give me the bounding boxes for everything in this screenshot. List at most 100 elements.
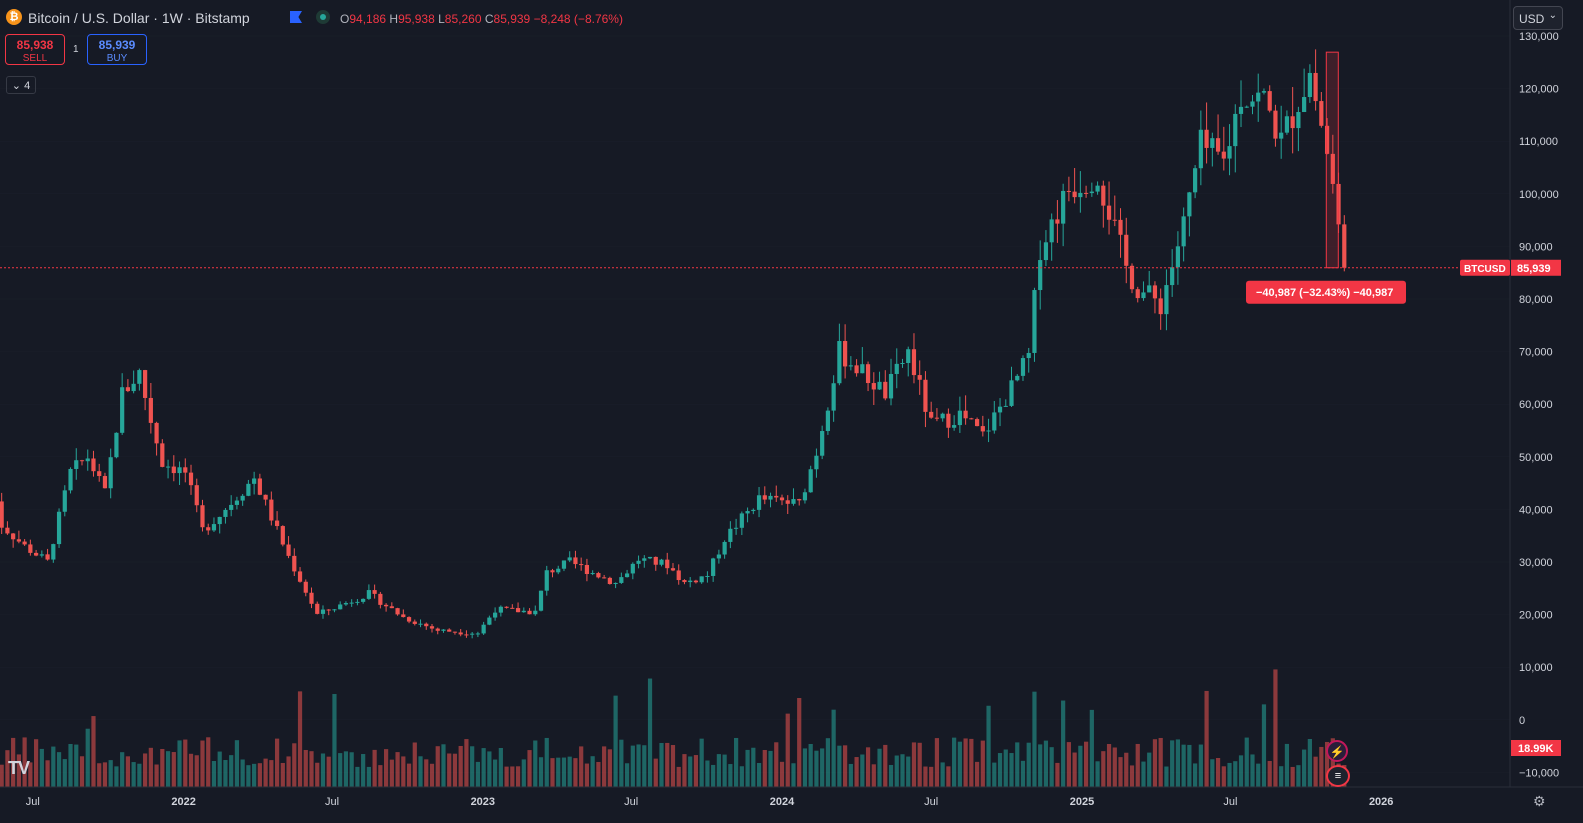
price-axis-bg[interactable] — [1510, 0, 1583, 787]
price-tick-label: 70,000 — [1519, 347, 1553, 359]
price-tick-label: 50,000 — [1519, 452, 1553, 464]
time-axis-bg[interactable] — [0, 787, 1583, 823]
high-label: H — [389, 12, 399, 26]
volume-bar — [797, 697, 802, 787]
change-value: −8,248 (−8.76%) — [533, 12, 623, 26]
volume-bar — [894, 755, 899, 787]
candle-body — [51, 544, 56, 560]
volume-bar — [1256, 763, 1261, 787]
time-axis-labels: Jul 2022 Jul 2023 Jul 2024 Jul 2025 Jul 2026 — [26, 796, 1394, 808]
volume-bar — [636, 744, 641, 787]
volume-bar — [1181, 744, 1186, 787]
candle-body — [963, 410, 968, 419]
candle-body — [108, 457, 113, 489]
candle-body — [739, 513, 744, 528]
candle-body — [722, 541, 727, 555]
candle-body — [751, 509, 756, 512]
last-price-label: 85,939 — [1517, 263, 1551, 275]
price-tick-label: 100,000 — [1519, 189, 1559, 201]
candle-body — [1129, 265, 1135, 290]
volume-bar — [1261, 704, 1267, 787]
candle-body — [1296, 112, 1301, 129]
candle-body — [613, 582, 618, 585]
last-price-tag: BTCUSD 85,939 — [1460, 259, 1561, 276]
candle-body — [934, 417, 940, 419]
candle-body — [487, 617, 492, 625]
candle-body — [22, 541, 27, 545]
symbol-title[interactable]: Bitcoin / U.S. Dollar · 1W · Bitstamp — [28, 10, 250, 26]
volume-bar — [929, 766, 934, 787]
volume-bar — [607, 749, 612, 787]
time-tick-label: 2024 — [770, 796, 795, 808]
candle-body — [165, 466, 171, 468]
lightning-icon[interactable]: ⚡ — [1326, 740, 1348, 762]
candle-body — [125, 387, 131, 392]
candle-body — [1158, 298, 1163, 315]
candle-body — [263, 494, 268, 500]
volume-bar — [1233, 761, 1238, 787]
candle-body — [1319, 101, 1324, 126]
volume-bar — [802, 748, 808, 787]
volume-bar — [980, 740, 985, 787]
candle-body — [636, 560, 641, 564]
candle-body — [229, 504, 234, 510]
candle-body — [355, 601, 360, 603]
volume-bar — [768, 750, 773, 787]
buy-price: 85,939 — [98, 38, 136, 52]
measure-label: −40,987 (−32.43%) −40,987 — [1246, 280, 1406, 304]
volume-bar — [401, 756, 406, 787]
volume-bar — [1049, 747, 1054, 787]
candle-body — [223, 509, 228, 517]
us-flag-icon[interactable]: ≡ — [1326, 765, 1350, 787]
candle-body — [602, 577, 607, 579]
candle-body — [68, 468, 73, 491]
volume-bar — [223, 760, 228, 787]
candle-body — [596, 573, 601, 578]
currency-select[interactable]: USD ⌄ — [1513, 6, 1563, 30]
volume-bar — [1032, 691, 1037, 787]
candle-body — [969, 418, 974, 420]
candle-body — [447, 629, 452, 632]
buy-button[interactable]: 85,939 BUY — [87, 34, 147, 65]
volume-bar — [143, 753, 148, 787]
gear-icon[interactable]: ⚙ — [1533, 793, 1546, 809]
indicators-toggle-button[interactable]: ⌄ 4 — [6, 76, 36, 94]
volume-bar — [544, 737, 549, 787]
sell-price: 85,938 — [16, 38, 54, 52]
market-status-icon[interactable] — [316, 10, 330, 24]
flag-icon[interactable] — [290, 11, 302, 23]
candle-body — [1256, 92, 1261, 102]
candle-body — [647, 556, 653, 559]
sell-label: SELL — [22, 53, 48, 64]
candle-body — [1118, 219, 1123, 235]
volume-bar — [647, 678, 653, 787]
time-tick-label: Jul — [325, 796, 339, 808]
tradingview-logo-icon[interactable]: TV — [8, 758, 30, 778]
candle-body — [1313, 72, 1318, 102]
volume-bar — [906, 756, 911, 787]
volume-bar — [102, 762, 108, 787]
volume-bar — [1124, 752, 1129, 787]
volume-bar — [917, 742, 922, 787]
volume-bar — [533, 740, 538, 787]
volume-bar — [825, 738, 831, 787]
candle-body — [1215, 138, 1221, 152]
volume-bar — [1061, 700, 1066, 787]
volume-bar — [527, 750, 532, 787]
sell-button[interactable]: 85,938 SELL — [5, 34, 65, 65]
volume-bar — [670, 745, 676, 787]
candle-body — [1302, 97, 1307, 113]
candle-body — [550, 570, 555, 573]
candle-body — [1101, 185, 1106, 206]
candle-body — [946, 413, 951, 428]
volume-bar — [286, 756, 291, 787]
candle-body — [458, 632, 463, 635]
candle-body — [257, 478, 262, 495]
candle-body — [544, 570, 549, 591]
volume-bar — [848, 763, 853, 787]
candle-body — [326, 609, 331, 611]
volume-bar — [716, 754, 721, 787]
volume-bar — [85, 728, 90, 787]
volume-bar — [206, 737, 211, 787]
